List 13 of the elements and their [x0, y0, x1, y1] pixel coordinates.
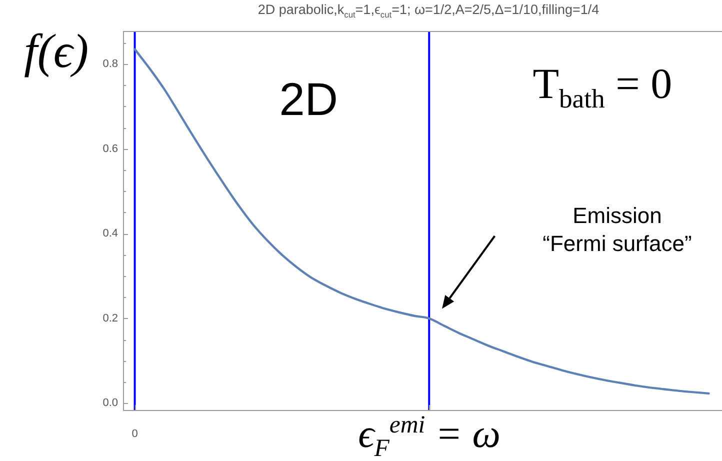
y-tick-label: 0.0	[102, 397, 118, 410]
annotation: T$_{bath}$ = 0	[532, 60, 672, 114]
y-axis-title: f(ϵ)	[24, 25, 89, 78]
y-tick-label: 0.4	[102, 228, 118, 240]
annotation: 2D	[279, 73, 338, 126]
y-tick-label: 0.2	[102, 312, 118, 324]
chart-title: 2D parabolic,k$_{cut}$=1,ϵ$_{cut}$=1; ω=1/2,A=2/5,Δ=1/10,filling=1/4	[256, 2, 600, 20]
x-tick-label: ϵ$_{F}$$^{emi}$ = ω	[358, 411, 500, 461]
annotation: Emission “Fermi surface”	[542, 202, 692, 258]
line-series	[134, 48, 710, 395]
y-tick-label: 0.8	[102, 58, 118, 70]
x-tick-label: 0	[132, 428, 138, 440]
y-tick-label: 0.6	[102, 142, 118, 155]
